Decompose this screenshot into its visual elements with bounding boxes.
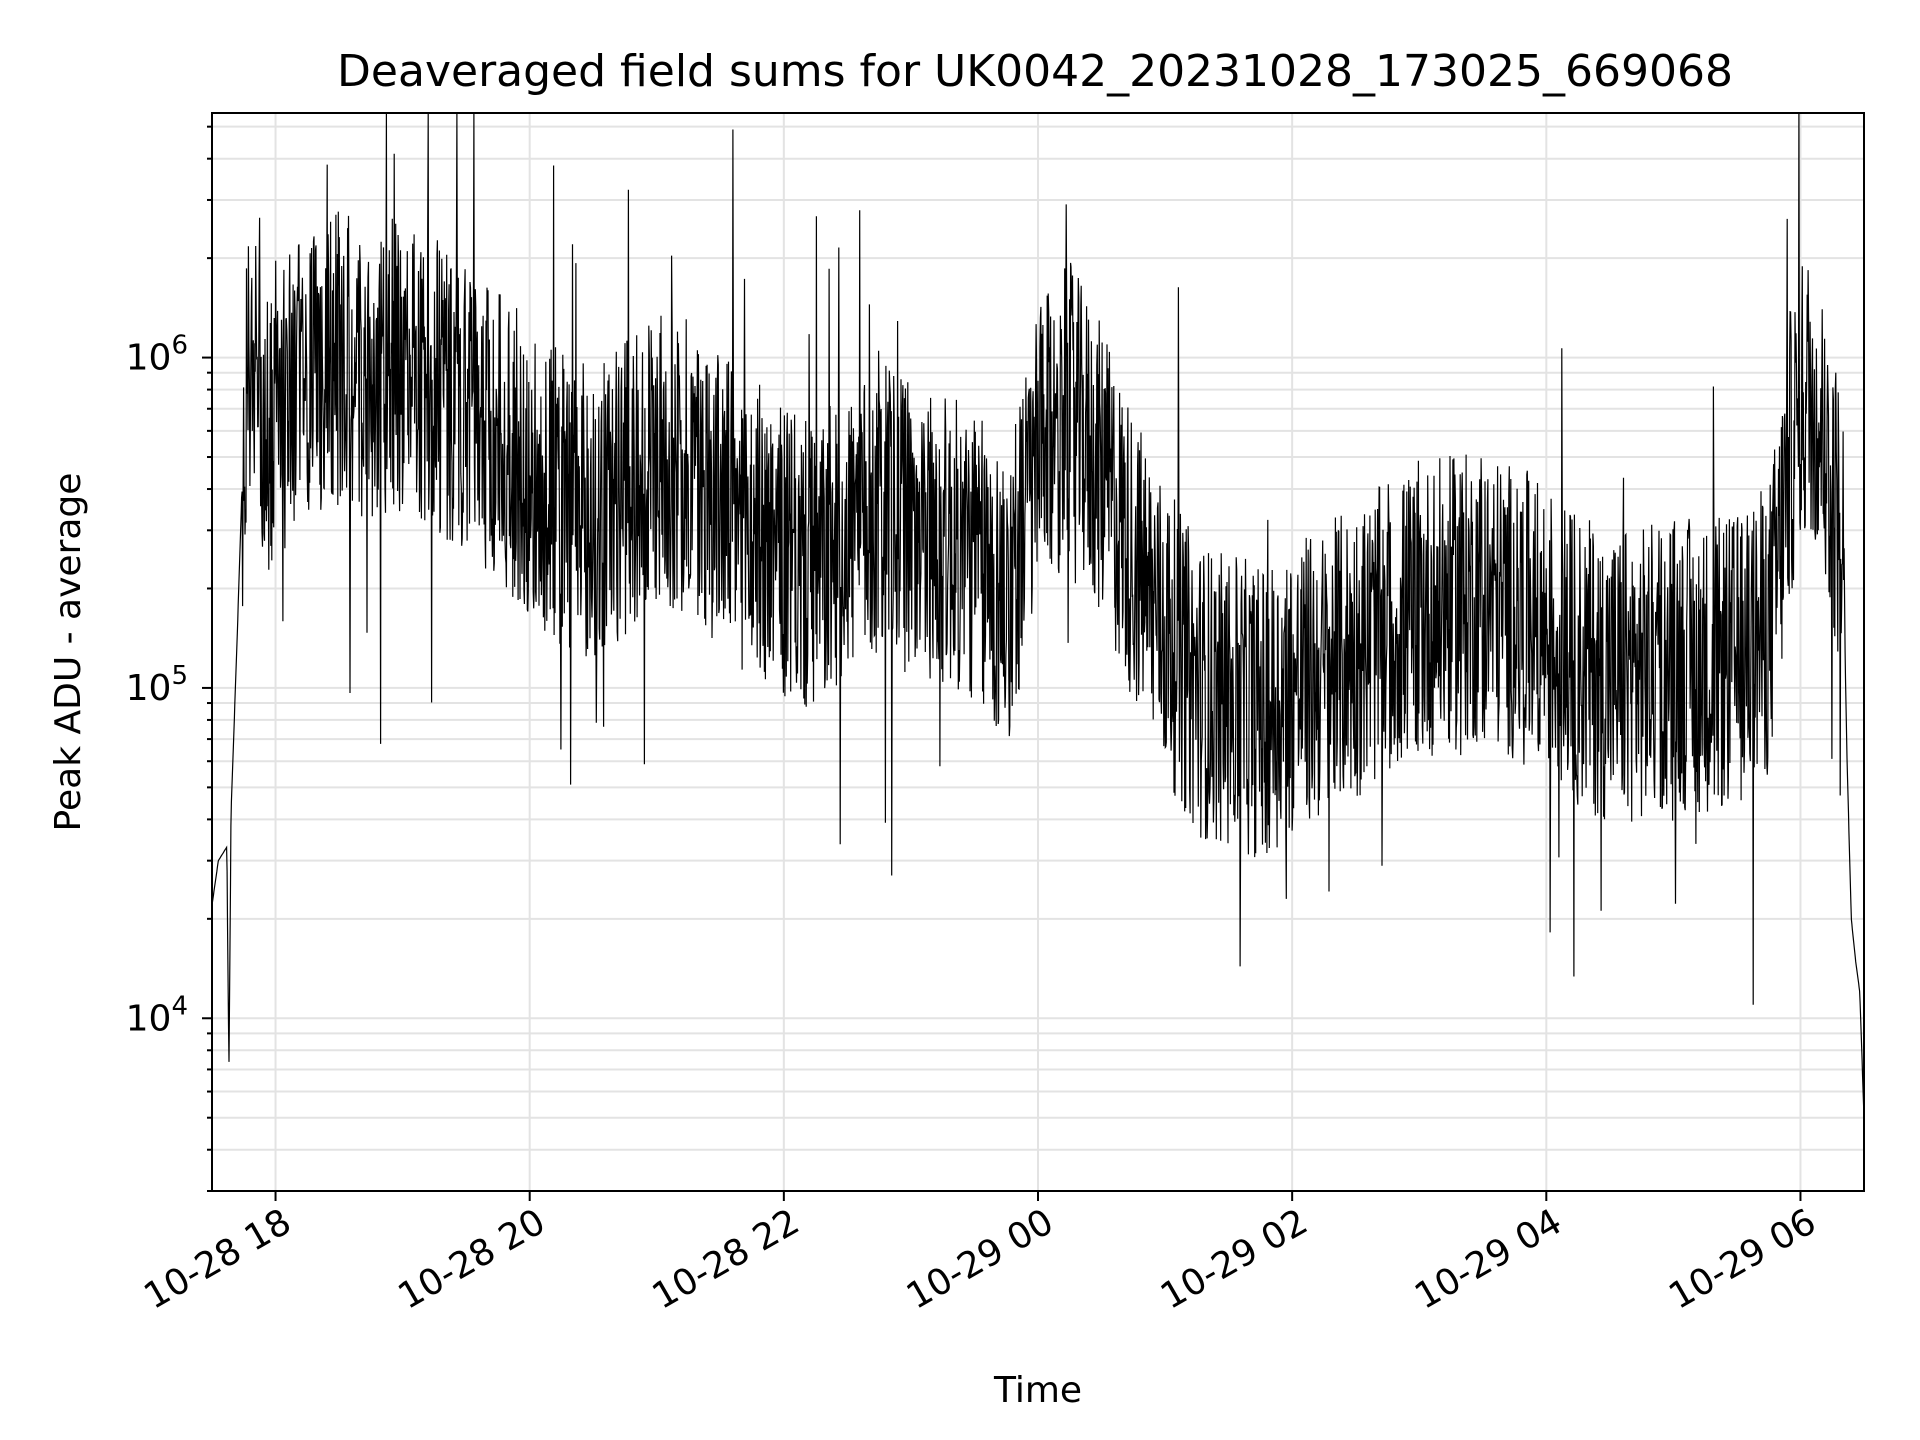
x-axis-label: Time [993, 1370, 1082, 1411]
chart-title: Deaveraged field sums for UK0042_2023102… [337, 46, 1733, 97]
y-axis: 104 105 106 [126, 125, 212, 1192]
series-line [211, 112, 1865, 1118]
y-tick-label: 104 [126, 991, 188, 1039]
y-axis-label: Peak ADU - average [48, 473, 89, 832]
y-tick-label: 106 [126, 331, 188, 379]
y-tick-label: 105 [126, 661, 188, 709]
